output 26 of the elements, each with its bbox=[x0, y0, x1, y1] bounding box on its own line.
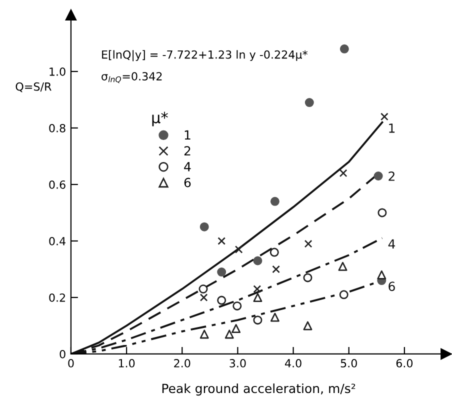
annotation: E[lnQ|y] = -7.722+1.23 ln y -0.224μ* bbox=[102, 50, 308, 62]
annotation: σ$_{lnQ}$=0.342 bbox=[102, 72, 162, 84]
legend-label: 4 bbox=[184, 162, 191, 172]
y-tick-label: 0.6 bbox=[49, 180, 66, 189]
x-tick-label: 2.0 bbox=[174, 359, 190, 368]
x-tick-label: 6.0 bbox=[396, 359, 413, 368]
y-tick-label: 0 bbox=[60, 350, 66, 358]
legend-title: μ* bbox=[152, 112, 168, 126]
y-tick-label: 0.8 bbox=[49, 124, 66, 132]
y-tick-label: 1.0 bbox=[50, 67, 66, 76]
legend-label: 2 bbox=[184, 146, 190, 156]
x-tick-label: 3.0 bbox=[230, 359, 246, 368]
y-axis-title: Q=S/R bbox=[16, 82, 52, 92]
x-tick-label: 5.0 bbox=[340, 359, 357, 368]
x-tick-label: 0 bbox=[68, 359, 74, 368]
x-tick-label: 4.0 bbox=[284, 359, 302, 368]
x-tick-label: 1.0 bbox=[118, 359, 135, 368]
legend-label: 1 bbox=[184, 130, 190, 140]
series-label: 1 bbox=[389, 124, 395, 133]
series-label: 6 bbox=[388, 282, 395, 292]
x-axis-title: Peak ground acceleration, m/s² bbox=[162, 383, 356, 396]
legend-label: 6 bbox=[184, 178, 191, 188]
series-label: 2 bbox=[388, 171, 394, 181]
y-tick-label: 0.2 bbox=[49, 293, 65, 302]
series-label: 4 bbox=[388, 239, 396, 249]
y-tick-label: 0.4 bbox=[49, 236, 66, 246]
